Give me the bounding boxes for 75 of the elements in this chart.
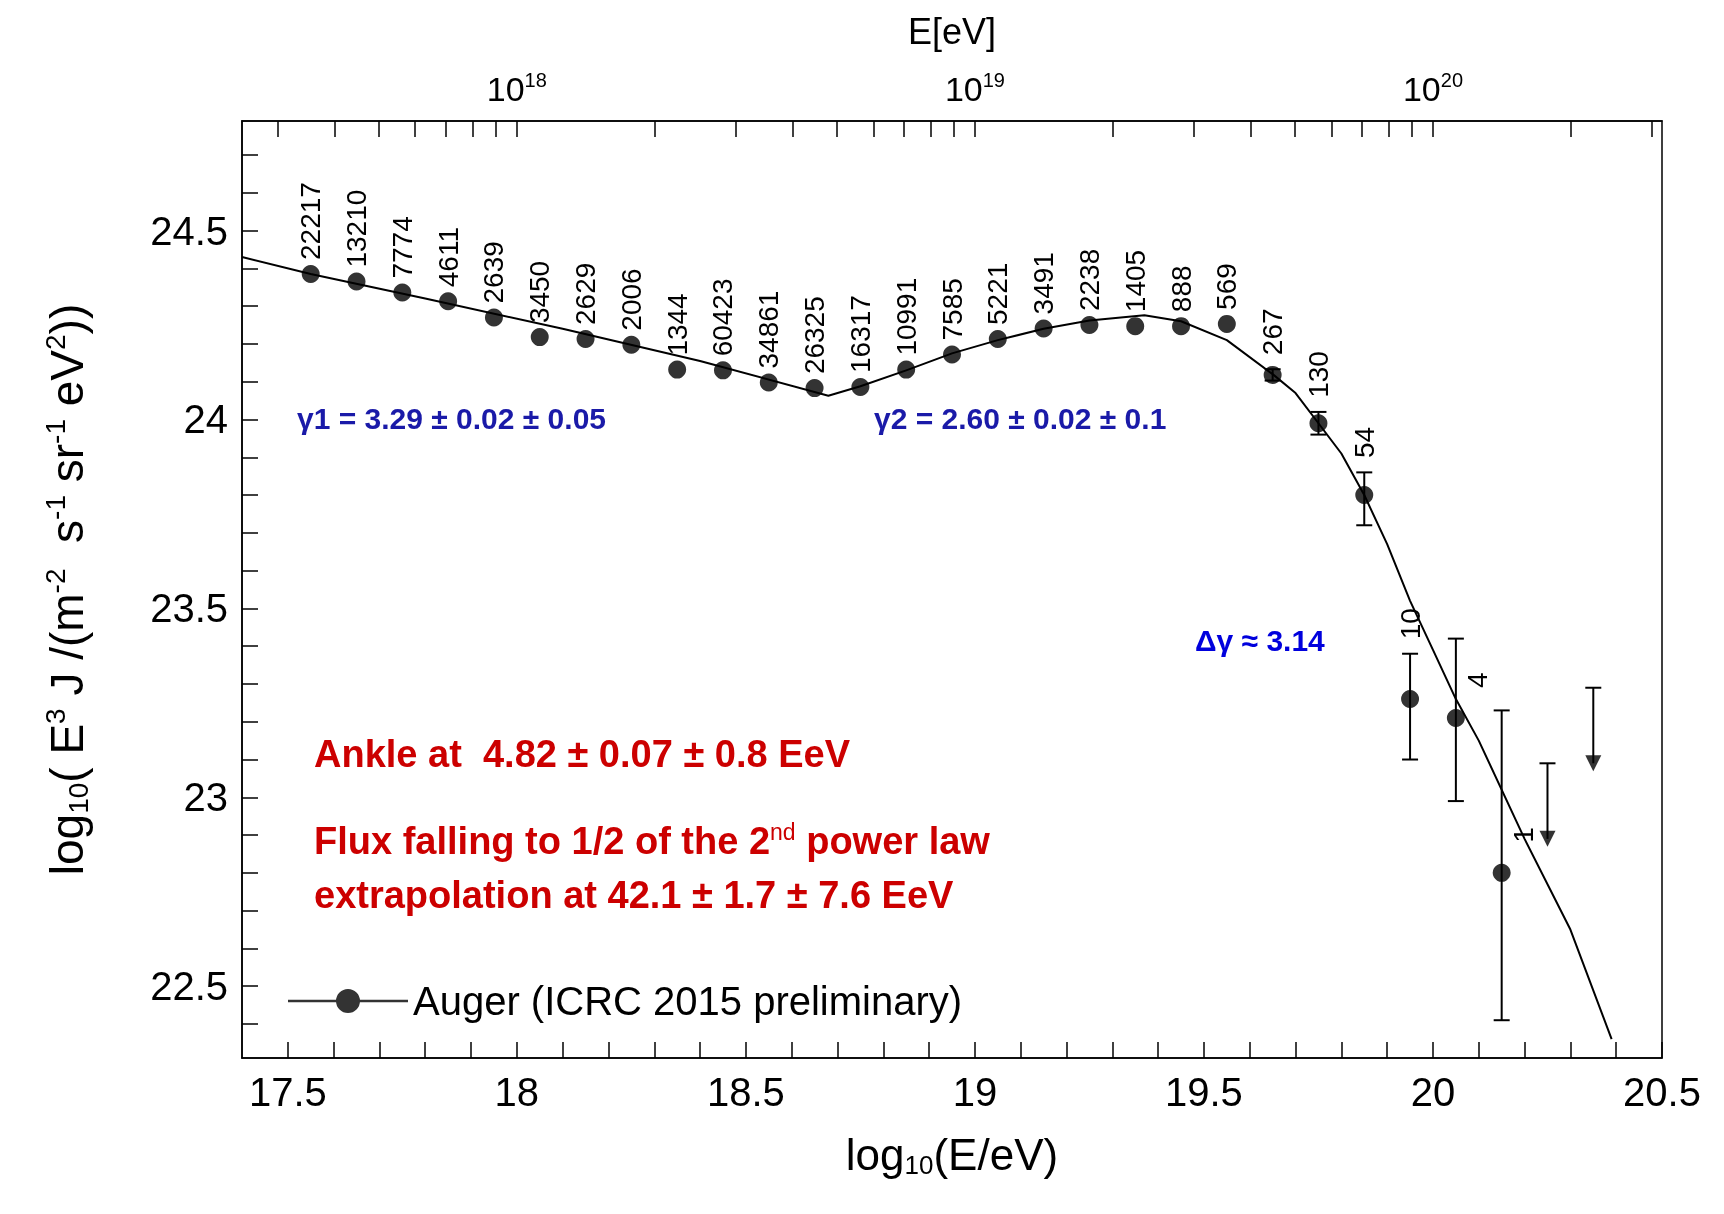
x-tick-label: 20.5	[1623, 1070, 1701, 1114]
annotation: 569	[1211, 263, 1243, 310]
point	[943, 345, 961, 364]
x-tick-label: 18.5	[706, 1070, 785, 1114]
annotation: 267	[1257, 308, 1289, 356]
y-tick-label: 24.5	[150, 208, 228, 253]
point	[530, 328, 549, 347]
point	[1172, 317, 1191, 336]
point	[668, 360, 687, 379]
annotation: 26325	[799, 296, 831, 375]
legend-label: Auger (ICRC 2015 preliminary)	[413, 979, 963, 1023]
annotation: 130	[1302, 351, 1334, 398]
annotation: Δγ ≈ 3.14	[1195, 623, 1326, 657]
annotation: 13210	[341, 189, 373, 268]
annotation: 888	[1165, 265, 1197, 313]
x-tick-label: 20	[1410, 1070, 1456, 1114]
annotation: 1	[1508, 827, 1540, 843]
point	[622, 335, 641, 354]
point	[759, 373, 778, 392]
point	[1401, 690, 1420, 709]
point	[439, 292, 458, 311]
point	[484, 308, 503, 327]
annotation: 3491	[1028, 252, 1060, 315]
annotation: extrapolation at 42.1 ± 1.7 ± 7.6 EeV	[314, 874, 955, 916]
point	[1355, 486, 1374, 505]
point	[805, 379, 824, 398]
x-tick-label: 18	[494, 1070, 540, 1114]
point	[713, 361, 732, 380]
point	[1126, 317, 1145, 336]
point	[393, 283, 412, 302]
annotation: 7585	[936, 278, 968, 341]
annotation: 1344	[661, 293, 693, 356]
point	[1217, 314, 1236, 333]
point	[1539, 830, 1556, 847]
annotation: 34861	[753, 290, 785, 369]
point	[301, 265, 320, 284]
x2-axis-title: E[eV]	[907, 10, 997, 52]
annotation: Ankle at 4.82 ± 0.07 ± 0.8 EeV	[314, 733, 851, 775]
point	[988, 330, 1007, 348]
annotation: 2629	[570, 262, 602, 325]
annotation: 10	[1394, 608, 1426, 640]
annotation: 2006	[615, 268, 647, 331]
annotation: 16317	[844, 295, 876, 373]
annotation: 60423	[707, 278, 739, 357]
x-tick-label: 19.5	[1165, 1070, 1243, 1114]
annotation: 7774	[386, 216, 418, 279]
point	[1034, 319, 1053, 338]
point	[1585, 755, 1602, 772]
point	[1309, 414, 1328, 433]
annotation: 4	[1462, 672, 1494, 688]
y-tick-label: 22.5	[150, 964, 228, 1009]
point	[1080, 316, 1099, 335]
annotation: γ2 = 2.60 ± 0.02 ± 0.1	[874, 401, 1167, 435]
point	[1492, 863, 1511, 882]
y-tick-label: 24	[183, 397, 228, 442]
point	[576, 330, 595, 348]
annotation: 3450	[524, 260, 556, 324]
annotation: γ1 = 3.29 ± 0.02 ± 0.05	[297, 401, 606, 435]
point	[1446, 708, 1465, 727]
annotation: 4611	[432, 227, 464, 288]
annotation: 22217	[295, 182, 327, 261]
annotation: 2639	[478, 241, 510, 304]
annotation: 54	[1348, 426, 1380, 459]
point	[851, 377, 870, 396]
text: log10( E3 J /(m-2 s-1 sr-1 eV2))	[39, 303, 94, 876]
x-tick-label: 19	[952, 1070, 998, 1114]
annotation: 1405	[1119, 249, 1151, 313]
point	[347, 272, 366, 291]
annotation: 2238	[1073, 248, 1105, 312]
y-tick-label: 23.5	[150, 586, 228, 631]
point	[897, 360, 916, 379]
annotation: 10991	[890, 277, 922, 356]
x-tick-label: 17.5	[248, 1070, 327, 1114]
annotation: 5221	[982, 262, 1014, 325]
y-tick-label: 23	[183, 775, 228, 820]
